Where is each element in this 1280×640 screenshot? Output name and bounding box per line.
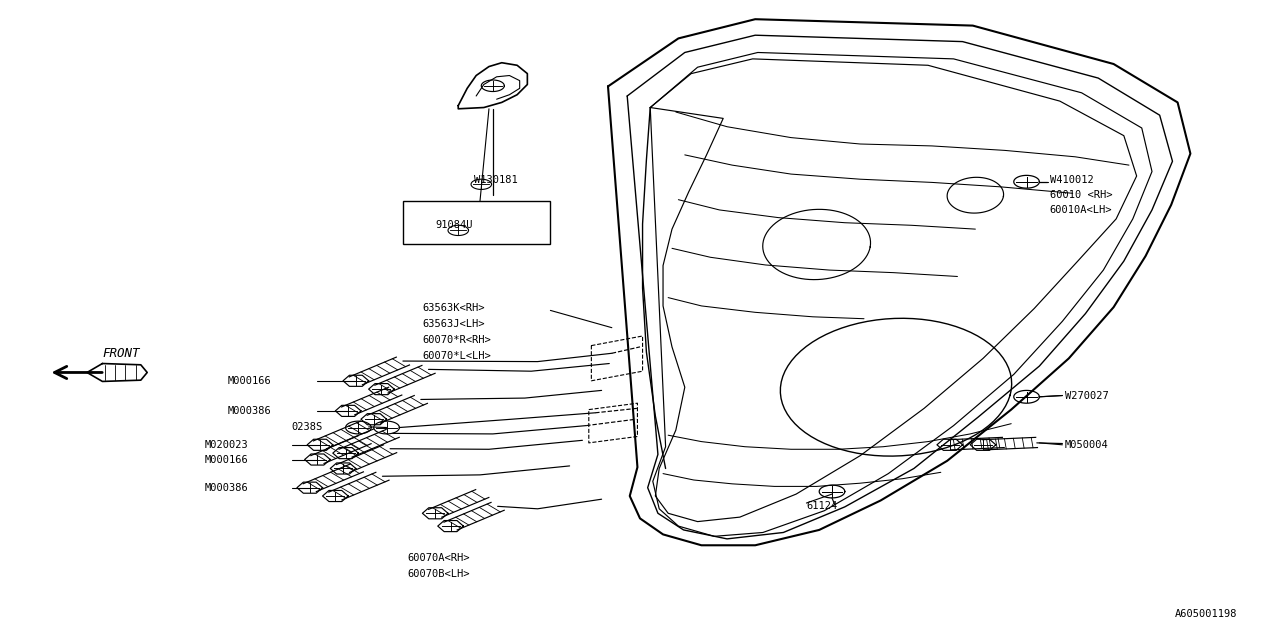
Text: 63563J<LH>: 63563J<LH> [422,319,485,330]
Text: 60070*R<RH>: 60070*R<RH> [422,335,492,346]
Text: 61124: 61124 [806,500,837,511]
Text: W270027: W270027 [1065,390,1108,401]
Text: W130181: W130181 [474,175,517,186]
Text: 60010A<LH>: 60010A<LH> [1050,205,1112,215]
Text: A605001198: A605001198 [1175,609,1238,620]
Text: M000166: M000166 [228,376,271,386]
Text: 0238S: 0238S [292,422,323,432]
Text: 60010 <RH>: 60010 <RH> [1050,190,1112,200]
Bar [403,201,550,244]
Text: 60070*L<LH>: 60070*L<LH> [422,351,492,362]
Text: W410012: W410012 [1050,175,1093,186]
Text: 91084U: 91084U [435,220,472,230]
Text: M000386: M000386 [228,406,271,416]
Text: 60070B<LH>: 60070B<LH> [407,569,470,579]
Text: M000386: M000386 [205,483,248,493]
Text: FRONT: FRONT [102,348,140,360]
Text: 63563K<RH>: 63563K<RH> [422,303,485,314]
Text: M000166: M000166 [205,454,248,465]
Text: 60070A<RH>: 60070A<RH> [407,553,470,563]
Text: M020023: M020023 [205,440,248,450]
Text: M050004: M050004 [1065,440,1108,450]
